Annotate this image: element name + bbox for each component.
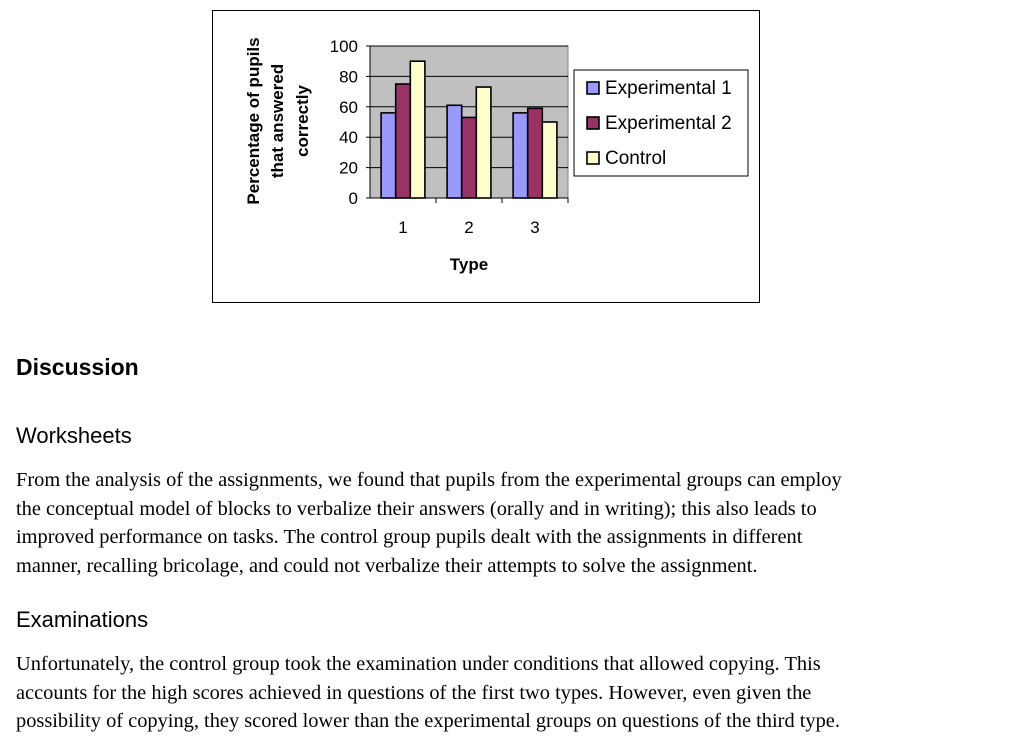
section-heading-discussion: Discussion <box>16 354 139 380</box>
y-axis-label-line: correctly <box>293 85 312 157</box>
x-tick-label: 2 <box>464 218 473 237</box>
paragraph-examinations: Unfortunately, the control group took th… <box>16 650 1026 736</box>
bar-chart: 0 20 40 60 80 100 1 2 3 Type Percentage of pupils t… <box>212 10 760 303</box>
bar <box>526 107 544 199</box>
bar <box>394 83 412 199</box>
text-line: accounts for the high scores achieved in… <box>16 681 812 704</box>
y-tick-label: 20 <box>339 159 358 178</box>
text-line: the conceptual model of blocks to verbal… <box>16 497 817 520</box>
y-axis-label-line: that answered <box>268 64 287 178</box>
bar <box>541 121 558 199</box>
bar <box>460 116 478 199</box>
legend-swatch <box>586 151 600 165</box>
text-line: possibility of copying, they scored lowe… <box>16 710 840 732</box>
y-axis-label-line: Percentage of pupils <box>244 37 263 204</box>
paragraph-worksheets: From the analysis of the assignments, we… <box>16 466 1026 580</box>
text-line: manner, recalling bricolage, and could n… <box>16 554 758 577</box>
y-axis-label: Percentage of pupils that answered correct… <box>244 37 312 204</box>
bar <box>475 86 492 199</box>
y-tick-label: 80 <box>339 67 358 86</box>
subsection-heading-worksheets: Worksheets <box>16 423 132 448</box>
legend-box <box>573 69 749 177</box>
x-tick-label: 1 <box>398 218 407 237</box>
chart-canvas: 0 20 40 60 80 100 1 2 3 Type Percentage of pupils t… <box>244 37 749 274</box>
y-tick-label: 100 <box>330 37 358 56</box>
legend-label: Experimental 1 <box>605 78 732 99</box>
bar <box>512 112 529 199</box>
text-line: Unfortunately, the control group took th… <box>16 653 821 675</box>
x-tick-label: 3 <box>530 218 539 237</box>
bar <box>446 104 463 199</box>
bar <box>409 60 426 199</box>
y-tick-label: 60 <box>339 98 358 117</box>
y-tick-label: 0 <box>349 189 358 208</box>
legend-label: Experimental 2 <box>605 113 732 134</box>
legend-label: Control <box>605 148 666 169</box>
subsection-heading-examinations: Examinations <box>16 607 149 632</box>
x-axis-label: Type <box>450 255 488 274</box>
text-line: From the analysis of the assignments, we… <box>16 469 842 491</box>
legend-swatch <box>586 81 600 95</box>
y-tick-label: 40 <box>339 128 358 147</box>
legend-swatch <box>586 116 600 130</box>
bar <box>380 112 397 199</box>
text-line: improved performance on tasks. The contr… <box>16 526 803 548</box>
